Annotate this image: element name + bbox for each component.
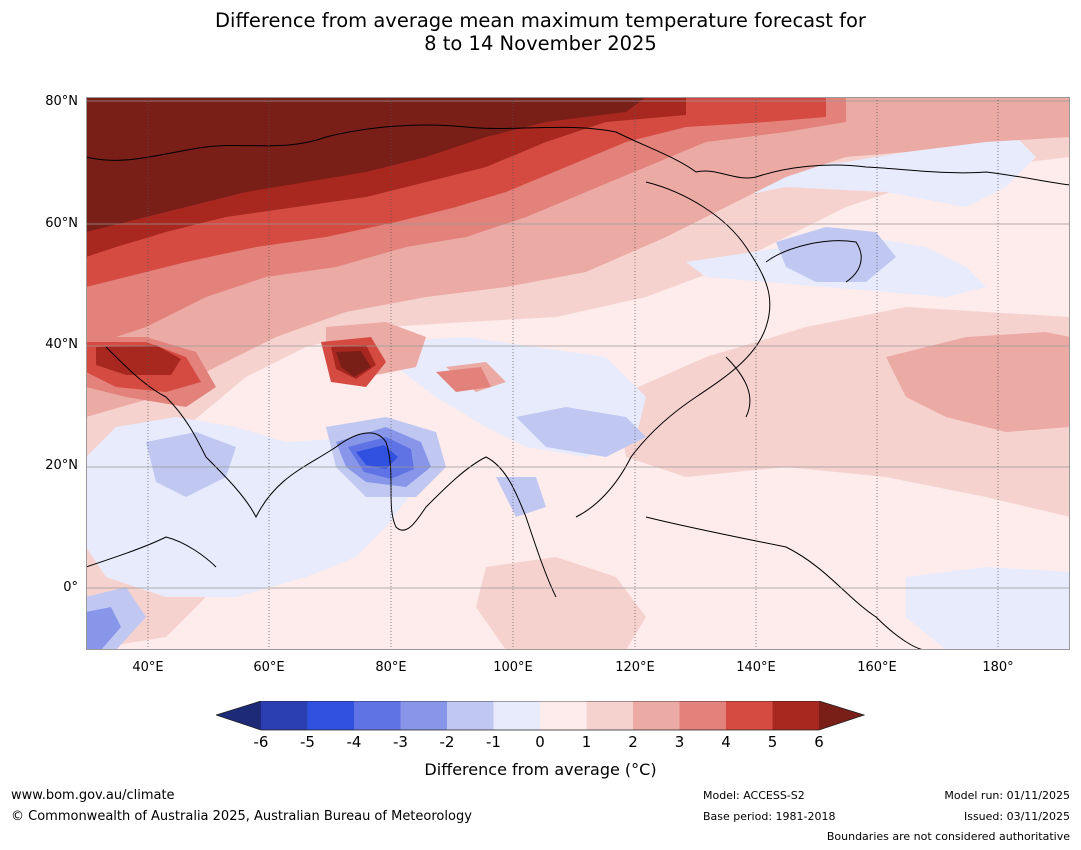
colorbar-bin-3-4 xyxy=(679,701,726,730)
colorbar-tick: 4 xyxy=(721,733,731,751)
lon-label-160e: 160°E xyxy=(857,660,897,675)
colorbar-bin-minus6-minus5 xyxy=(261,701,308,730)
colorbar-bin-minus4-minus3 xyxy=(354,701,401,730)
colorbar-below-minus6 xyxy=(216,701,261,730)
colorbar-tick: -6 xyxy=(253,733,269,751)
lon-label-60e: 60°E xyxy=(253,660,285,675)
anomaly-above-6-regions xyxy=(86,97,646,377)
temperature-anomaly-map xyxy=(86,97,1070,650)
title-line-1: Difference from average mean maximum tem… xyxy=(215,9,866,32)
latitude-gridlines xyxy=(86,100,1070,589)
map-title: Difference from average mean maximum tem… xyxy=(0,9,1081,55)
colorbar-above-6 xyxy=(819,701,864,730)
lon-label-120e: 120°E xyxy=(615,660,655,675)
colorbar-bin-minus1-0 xyxy=(493,701,540,730)
lon-label-140e: 140°E xyxy=(736,660,776,675)
colorbar-bin-4-5 xyxy=(726,701,773,730)
lat-label-20n: 20°N xyxy=(45,458,78,473)
title-line-2: 8 to 14 November 2025 xyxy=(424,32,657,55)
colorbar-bin-0-1 xyxy=(540,701,587,730)
colorbar-tick: -1 xyxy=(486,733,501,751)
lon-label-180: 180° xyxy=(982,660,1014,675)
colorbar-label: Difference from average (°C) xyxy=(424,760,657,779)
colorbar-bin-1-2 xyxy=(586,701,633,730)
lon-label-100e: 100°E xyxy=(493,660,533,675)
lat-label-80n: 80°N xyxy=(45,94,78,109)
lat-label-60n: 60°N xyxy=(45,216,78,231)
colorbar-tick: 5 xyxy=(767,733,778,751)
colorbar-bin-minus2-minus1 xyxy=(447,701,494,730)
lon-label-40e: 40°E xyxy=(132,660,164,675)
colorbar-tick: 0 xyxy=(535,733,545,751)
lon-label-80e: 80°E xyxy=(375,660,407,675)
map-canvas xyxy=(86,97,1070,650)
boundaries-disclaimer: Boundaries are not considered authoritat… xyxy=(826,830,1070,843)
model-text: Model: ACCESS-S2 xyxy=(703,789,805,802)
colorbar xyxy=(216,701,865,731)
coastlines xyxy=(86,124,1070,650)
colorbar-bin-minus5-minus4 xyxy=(307,701,354,730)
colorbar-tick: 6 xyxy=(814,733,824,751)
colorbar-tick: -5 xyxy=(300,733,315,751)
colorbar-bin-minus3-minus2 xyxy=(400,701,447,730)
issued-text: Issued: 03/11/2025 xyxy=(963,810,1070,823)
colorbar-tick: -3 xyxy=(393,733,408,751)
longitude-gridlines xyxy=(147,97,999,650)
colorbar-tick: 3 xyxy=(674,733,685,751)
colorbar-tick: -4 xyxy=(346,733,362,751)
base-period-text: Base period: 1981-2018 xyxy=(703,810,836,823)
lat-label-40n: 40°N xyxy=(45,337,78,352)
copyright-text: © Commonwealth of Australia 2025, Austra… xyxy=(11,809,472,824)
colorbar-bin-2-3 xyxy=(633,701,680,730)
anomaly-minus5-minus4-region xyxy=(356,445,398,469)
colorbar-outline xyxy=(216,701,865,731)
colorbar-tick: 1 xyxy=(581,733,592,751)
colorbar-bin-5-6 xyxy=(772,701,819,730)
website-link[interactable]: www.bom.gov.au/climate xyxy=(11,788,175,803)
model-run-text: Model run: 01/11/2025 xyxy=(944,789,1070,802)
colorbar-tick: 2 xyxy=(628,733,638,751)
colorbar-tick: -2 xyxy=(439,733,455,751)
lat-label-0: 0° xyxy=(63,580,78,595)
